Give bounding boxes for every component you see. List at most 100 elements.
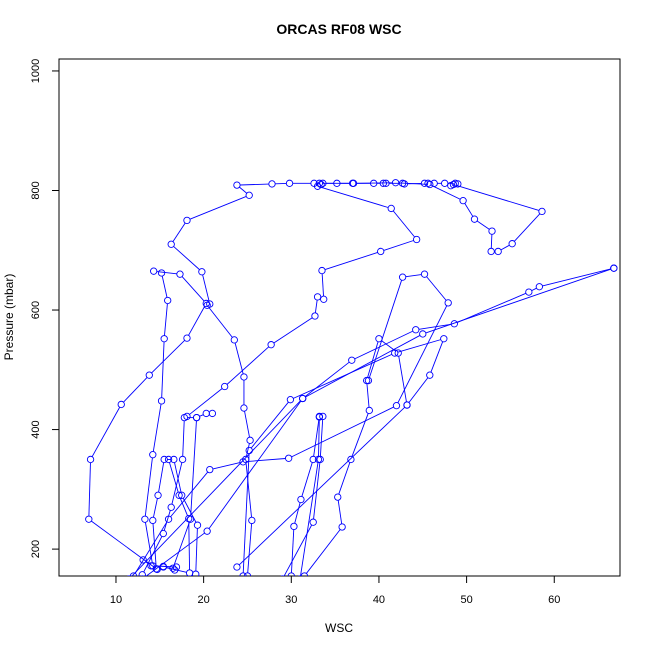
data-point: [145, 371, 153, 379]
series-segment: [291, 529, 295, 573]
data-series: [140, 264, 618, 576]
series-segment: [426, 276, 447, 301]
x-tick-label: 40: [373, 594, 385, 606]
data-point: [178, 491, 186, 499]
series-segment: [144, 457, 153, 517]
data-point: [150, 267, 158, 275]
data-point: [208, 409, 217, 418]
series-segment: [319, 419, 324, 457]
data-point: [488, 227, 496, 235]
data-point: [538, 207, 546, 216]
series-segment: [514, 213, 541, 242]
data-point: [246, 436, 254, 444]
series-segment: [418, 323, 452, 330]
data-point: [338, 523, 346, 531]
data-point: [313, 293, 322, 301]
series-segment: [188, 521, 191, 570]
data-point: [311, 312, 319, 320]
data-point: [154, 491, 162, 499]
series-segment: [457, 292, 527, 323]
data-point: [391, 349, 399, 357]
series-segment: [490, 234, 493, 249]
data-point: [185, 569, 194, 576]
data-point: [164, 296, 172, 305]
y-axis-label: Pressure (mbar): [2, 274, 16, 361]
data-series: [85, 267, 210, 574]
y-tick-label: 400: [30, 420, 42, 438]
series-segment: [405, 274, 422, 278]
series-segment: [367, 341, 379, 378]
series-segment: [304, 361, 350, 397]
data-point: [280, 575, 285, 576]
series-segment: [294, 502, 301, 524]
series-segment: [226, 346, 270, 385]
series-segment: [163, 510, 171, 531]
data-point: [297, 495, 305, 504]
data-point: [157, 269, 166, 277]
data-point: [525, 288, 533, 296]
series-segment: [174, 462, 182, 493]
data-point: [290, 522, 298, 531]
data-series: [127, 264, 618, 576]
series-segment: [500, 244, 510, 251]
data-point: [149, 451, 157, 459]
data-series: [129, 270, 452, 576]
data-point: [233, 563, 241, 571]
data-point: [403, 401, 411, 409]
data-point: [239, 458, 247, 466]
series-segment: [179, 498, 188, 516]
data-point: [248, 516, 256, 525]
data-series: [300, 335, 411, 576]
series-segment: [195, 528, 198, 572]
data-point: [459, 196, 467, 205]
data-point: [285, 179, 294, 187]
data-point: [444, 299, 452, 307]
data-point: [426, 180, 434, 189]
y-tick-label: 600: [30, 301, 42, 319]
data-point: [470, 215, 479, 223]
data-point: [451, 179, 459, 187]
data-point: [419, 330, 427, 338]
data-point: [314, 455, 323, 464]
series-segment: [397, 305, 448, 404]
data-point: [454, 180, 462, 188]
data-series: [233, 335, 448, 576]
series-segment: [156, 271, 177, 275]
data-point: [233, 181, 241, 189]
data-series: [167, 179, 462, 576]
series-segment: [169, 462, 179, 493]
data-point: [171, 566, 179, 574]
series-segment: [301, 462, 313, 497]
data-point: [400, 180, 409, 188]
data-point: [267, 341, 275, 349]
data-point: [245, 191, 253, 199]
data-point: [139, 556, 147, 564]
data-point: [375, 335, 383, 343]
series-segment: [250, 401, 289, 449]
x-tick-label: 60: [548, 594, 560, 606]
data-point: [240, 404, 248, 412]
data-point: [160, 335, 168, 343]
data-point: [420, 179, 429, 187]
series-segment: [430, 341, 444, 373]
data-point: [160, 455, 168, 464]
series-segment: [240, 183, 269, 186]
x-axis-label: WSC: [325, 621, 353, 635]
data-point: [319, 412, 327, 421]
data-point: [186, 515, 195, 523]
data-point: [347, 455, 355, 464]
data-point: [313, 182, 322, 190]
data-point: [365, 406, 373, 415]
data-point: [316, 455, 324, 464]
series-segment: [208, 400, 302, 529]
series-segment: [173, 246, 200, 270]
data-point: [287, 572, 295, 576]
data-point: [243, 572, 252, 576]
series-segment: [354, 330, 414, 360]
data-point: [206, 465, 214, 474]
data-point: [449, 180, 458, 189]
data-point: [127, 575, 132, 576]
data-point: [164, 515, 173, 523]
series-segment: [318, 420, 320, 457]
data-point: [147, 562, 155, 570]
